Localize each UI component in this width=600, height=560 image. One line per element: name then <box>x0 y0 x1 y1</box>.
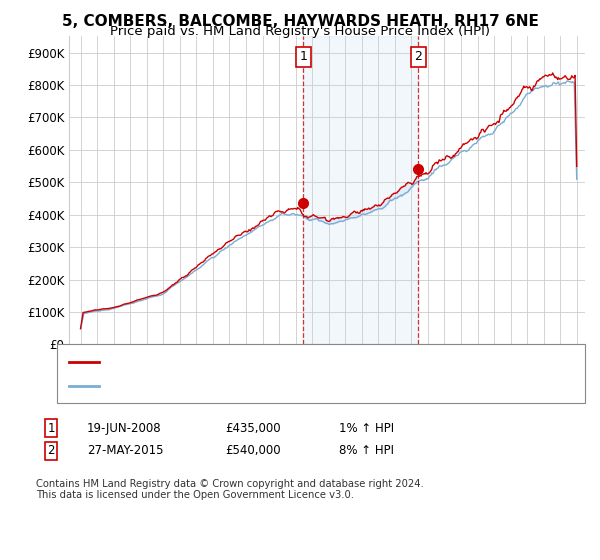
Text: £435,000: £435,000 <box>225 422 281 435</box>
Text: 1: 1 <box>299 50 307 63</box>
Text: 2: 2 <box>47 444 55 458</box>
Text: Contains HM Land Registry data © Crown copyright and database right 2024.
This d: Contains HM Land Registry data © Crown c… <box>36 479 424 501</box>
Text: 1: 1 <box>47 422 55 435</box>
Text: Price paid vs. HM Land Registry's House Price Index (HPI): Price paid vs. HM Land Registry's House … <box>110 25 490 38</box>
Text: 19-JUN-2008: 19-JUN-2008 <box>87 422 161 435</box>
Text: £540,000: £540,000 <box>225 444 281 458</box>
Text: 1% ↑ HPI: 1% ↑ HPI <box>339 422 394 435</box>
Text: 5, COMBERS, BALCOMBE, HAYWARDS HEATH, RH17 6NE: 5, COMBERS, BALCOMBE, HAYWARDS HEATH, RH… <box>62 14 538 29</box>
Text: HPI: Average price, detached house, Mid Sussex: HPI: Average price, detached house, Mid … <box>105 379 389 392</box>
Text: 5, COMBERS, BALCOMBE, HAYWARDS HEATH, RH17 6NE (detached house): 5, COMBERS, BALCOMBE, HAYWARDS HEATH, RH… <box>105 356 543 368</box>
Text: 8% ↑ HPI: 8% ↑ HPI <box>339 444 394 458</box>
Text: 2: 2 <box>414 50 422 63</box>
Bar <box>304 36 418 344</box>
Text: 27-MAY-2015: 27-MAY-2015 <box>87 444 163 458</box>
